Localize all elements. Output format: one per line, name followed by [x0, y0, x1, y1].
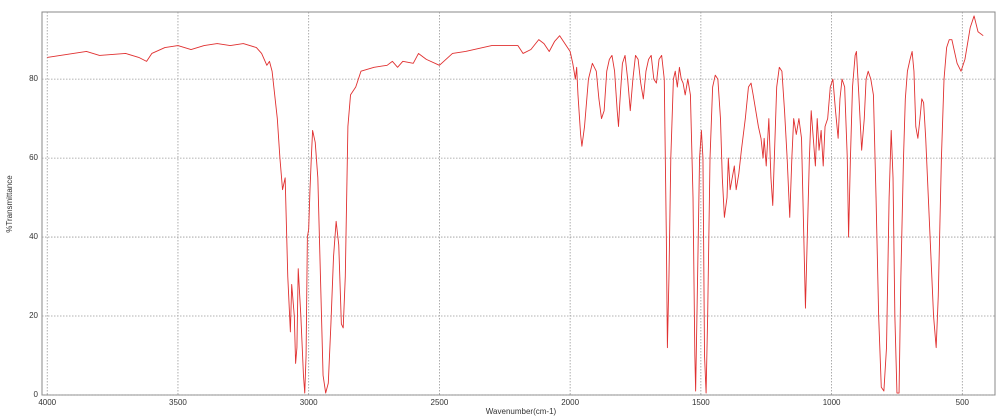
- y-tick-label: 0: [34, 390, 39, 399]
- x-tick-label: 4000: [38, 398, 56, 407]
- y-tick-label: 80: [29, 74, 38, 83]
- y-tick-label: 40: [29, 232, 38, 241]
- y-tick-label: 20: [29, 311, 38, 320]
- x-axis-label: Wavenumber(cm-1): [486, 407, 557, 416]
- x-tick-label: 1500: [692, 398, 710, 407]
- spectrum-line: [47, 15, 984, 394]
- y-axis-label: %Transmittance: [5, 175, 14, 233]
- x-tick-label: 2000: [561, 398, 579, 407]
- x-tick-label: 3000: [300, 398, 318, 407]
- y-tick-label: 60: [29, 153, 38, 162]
- x-tick-label: 3500: [169, 398, 187, 407]
- plot-area: [41, 11, 996, 396]
- x-tick-label: 500: [956, 398, 970, 407]
- x-tick-label: 2500: [431, 398, 449, 407]
- x-tick-label: 1000: [823, 398, 841, 407]
